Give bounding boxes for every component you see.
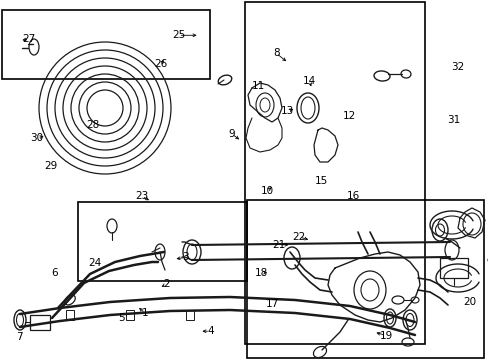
Bar: [185, 310, 194, 320]
Text: 13: 13: [280, 106, 294, 116]
Text: 29: 29: [44, 161, 58, 171]
Text: 31: 31: [446, 114, 460, 125]
Text: 12: 12: [342, 111, 355, 121]
Text: 25: 25: [171, 30, 185, 40]
Text: 9: 9: [228, 129, 235, 139]
Bar: [126, 310, 134, 320]
Text: 4: 4: [206, 326, 213, 336]
Text: 26: 26: [153, 59, 167, 69]
Text: 2: 2: [163, 279, 169, 289]
Text: 8: 8: [272, 48, 279, 58]
Text: 30: 30: [31, 132, 43, 143]
Text: 27: 27: [22, 34, 36, 44]
Text: 3: 3: [182, 252, 189, 262]
Text: 24: 24: [88, 258, 102, 268]
Text: 10: 10: [260, 186, 273, 196]
Bar: [245, 2, 425, 344]
Text: 1: 1: [142, 308, 148, 318]
Text: 21: 21: [271, 240, 285, 250]
Text: 16: 16: [346, 191, 359, 201]
Text: 14: 14: [302, 76, 316, 86]
Text: 20: 20: [462, 297, 475, 307]
Text: 18: 18: [254, 268, 268, 278]
Text: 22: 22: [292, 232, 305, 242]
Text: 32: 32: [450, 62, 464, 72]
Text: 5: 5: [118, 312, 124, 323]
Bar: [66, 310, 74, 320]
Text: 23: 23: [135, 191, 148, 201]
Bar: [2, 10, 210, 79]
Text: 7: 7: [16, 332, 23, 342]
Text: 11: 11: [251, 81, 264, 91]
Bar: [30, 315, 50, 330]
Bar: [78, 202, 246, 281]
Bar: [439, 258, 467, 278]
Text: 28: 28: [86, 120, 100, 130]
Bar: [246, 200, 483, 358]
Text: 17: 17: [265, 299, 279, 309]
Text: 19: 19: [379, 330, 392, 341]
Text: 15: 15: [314, 176, 327, 186]
Text: 6: 6: [51, 268, 58, 278]
